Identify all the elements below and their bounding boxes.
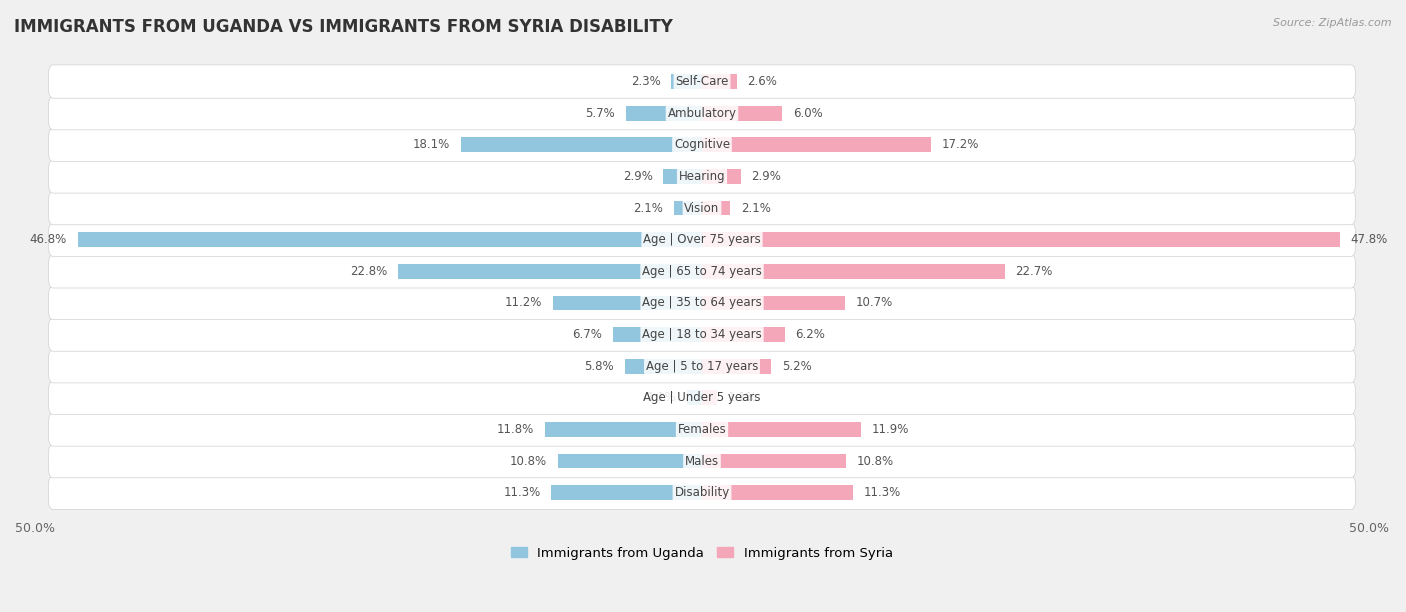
Text: 46.8%: 46.8% — [30, 233, 67, 246]
Text: Ambulatory: Ambulatory — [668, 106, 737, 120]
Text: 6.7%: 6.7% — [572, 328, 602, 341]
Bar — [673, 201, 702, 215]
FancyBboxPatch shape — [48, 255, 1355, 288]
FancyBboxPatch shape — [48, 318, 1355, 351]
Bar — [398, 264, 702, 278]
FancyBboxPatch shape — [48, 65, 1355, 99]
Text: 2.1%: 2.1% — [634, 201, 664, 215]
Bar — [624, 359, 702, 373]
Text: 2.6%: 2.6% — [748, 75, 778, 88]
Text: Self-Care: Self-Care — [675, 75, 728, 88]
Bar — [702, 485, 853, 500]
FancyBboxPatch shape — [48, 413, 1355, 446]
Text: 6.2%: 6.2% — [796, 328, 825, 341]
Bar — [613, 327, 702, 342]
Text: Disability: Disability — [675, 486, 730, 499]
Text: Age | Over 75 years: Age | Over 75 years — [643, 233, 761, 246]
Text: Age | 35 to 64 years: Age | 35 to 64 years — [643, 296, 762, 310]
Text: 2.3%: 2.3% — [631, 75, 661, 88]
Bar — [702, 169, 741, 184]
Bar — [702, 422, 860, 437]
Text: 11.9%: 11.9% — [872, 423, 908, 436]
Bar — [671, 74, 702, 89]
Bar — [702, 390, 717, 405]
FancyBboxPatch shape — [48, 286, 1355, 319]
Bar — [702, 296, 845, 310]
Bar — [551, 485, 702, 500]
Text: 1.1%: 1.1% — [647, 391, 676, 405]
Bar — [688, 390, 702, 405]
Text: Source: ZipAtlas.com: Source: ZipAtlas.com — [1274, 18, 1392, 28]
Text: 2.9%: 2.9% — [623, 170, 652, 183]
Text: 11.8%: 11.8% — [496, 423, 534, 436]
Text: Females: Females — [678, 423, 727, 436]
Bar — [702, 327, 785, 342]
Text: 5.8%: 5.8% — [585, 360, 614, 373]
Text: Age | 5 to 17 years: Age | 5 to 17 years — [645, 360, 758, 373]
Text: Hearing: Hearing — [679, 170, 725, 183]
Text: 10.7%: 10.7% — [855, 296, 893, 310]
Text: 2.1%: 2.1% — [741, 201, 770, 215]
FancyBboxPatch shape — [48, 223, 1355, 256]
Text: Vision: Vision — [685, 201, 720, 215]
Bar — [702, 264, 1005, 278]
Text: Age | 18 to 34 years: Age | 18 to 34 years — [643, 328, 762, 341]
FancyBboxPatch shape — [48, 160, 1355, 193]
Text: IMMIGRANTS FROM UGANDA VS IMMIGRANTS FROM SYRIA DISABILITY: IMMIGRANTS FROM UGANDA VS IMMIGRANTS FRO… — [14, 18, 673, 36]
Text: Age | 65 to 74 years: Age | 65 to 74 years — [643, 265, 762, 278]
Text: 2.9%: 2.9% — [751, 170, 782, 183]
FancyBboxPatch shape — [48, 476, 1355, 509]
Text: Males: Males — [685, 455, 718, 468]
Bar — [553, 296, 702, 310]
Text: 6.0%: 6.0% — [793, 106, 823, 120]
Text: Cognitive: Cognitive — [673, 138, 730, 151]
FancyBboxPatch shape — [48, 349, 1355, 383]
Legend: Immigrants from Uganda, Immigrants from Syria: Immigrants from Uganda, Immigrants from … — [506, 542, 898, 565]
Text: 11.2%: 11.2% — [505, 296, 541, 310]
FancyBboxPatch shape — [48, 381, 1355, 414]
Text: 10.8%: 10.8% — [510, 455, 547, 468]
Text: 18.1%: 18.1% — [412, 138, 450, 151]
Text: 11.3%: 11.3% — [503, 486, 540, 499]
Text: 5.2%: 5.2% — [782, 360, 811, 373]
Text: 1.1%: 1.1% — [727, 391, 758, 405]
Bar — [702, 106, 782, 121]
FancyBboxPatch shape — [48, 192, 1355, 225]
FancyBboxPatch shape — [48, 128, 1355, 162]
Text: 22.8%: 22.8% — [350, 265, 387, 278]
Text: 47.8%: 47.8% — [1350, 233, 1388, 246]
Text: 5.7%: 5.7% — [585, 106, 616, 120]
Text: 22.7%: 22.7% — [1015, 265, 1053, 278]
Bar — [702, 201, 730, 215]
Text: 11.3%: 11.3% — [863, 486, 901, 499]
Bar — [702, 74, 737, 89]
Text: 10.8%: 10.8% — [856, 455, 894, 468]
Bar — [77, 233, 702, 247]
FancyBboxPatch shape — [48, 444, 1355, 478]
FancyBboxPatch shape — [48, 97, 1355, 130]
Text: 17.2%: 17.2% — [942, 138, 980, 151]
Bar — [461, 138, 702, 152]
Bar — [626, 106, 702, 121]
Bar — [558, 453, 702, 468]
Bar — [702, 233, 1340, 247]
Bar — [664, 169, 702, 184]
Text: Age | Under 5 years: Age | Under 5 years — [644, 391, 761, 405]
Bar — [544, 422, 702, 437]
Bar — [702, 138, 931, 152]
Bar — [702, 359, 772, 373]
Bar — [702, 453, 846, 468]
